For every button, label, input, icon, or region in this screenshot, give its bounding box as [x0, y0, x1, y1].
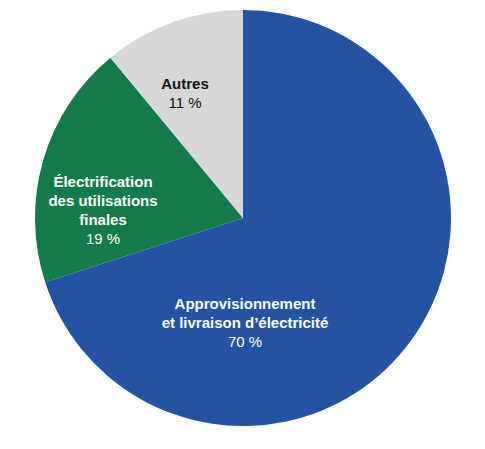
svg-text:19 %: 19 %	[86, 230, 120, 247]
svg-text:70 %: 70 %	[228, 333, 262, 350]
svg-text:et livraison d’électricité: et livraison d’électricité	[162, 314, 329, 331]
svg-text:finales: finales	[79, 211, 127, 228]
svg-text:des utilisations: des utilisations	[48, 192, 157, 209]
svg-text:Approvisionnement: Approvisionnement	[175, 295, 316, 312]
svg-text:11 %: 11 %	[168, 94, 201, 111]
svg-text:Électrification: Électrification	[53, 173, 152, 190]
svg-text:Autres: Autres	[161, 75, 209, 92]
